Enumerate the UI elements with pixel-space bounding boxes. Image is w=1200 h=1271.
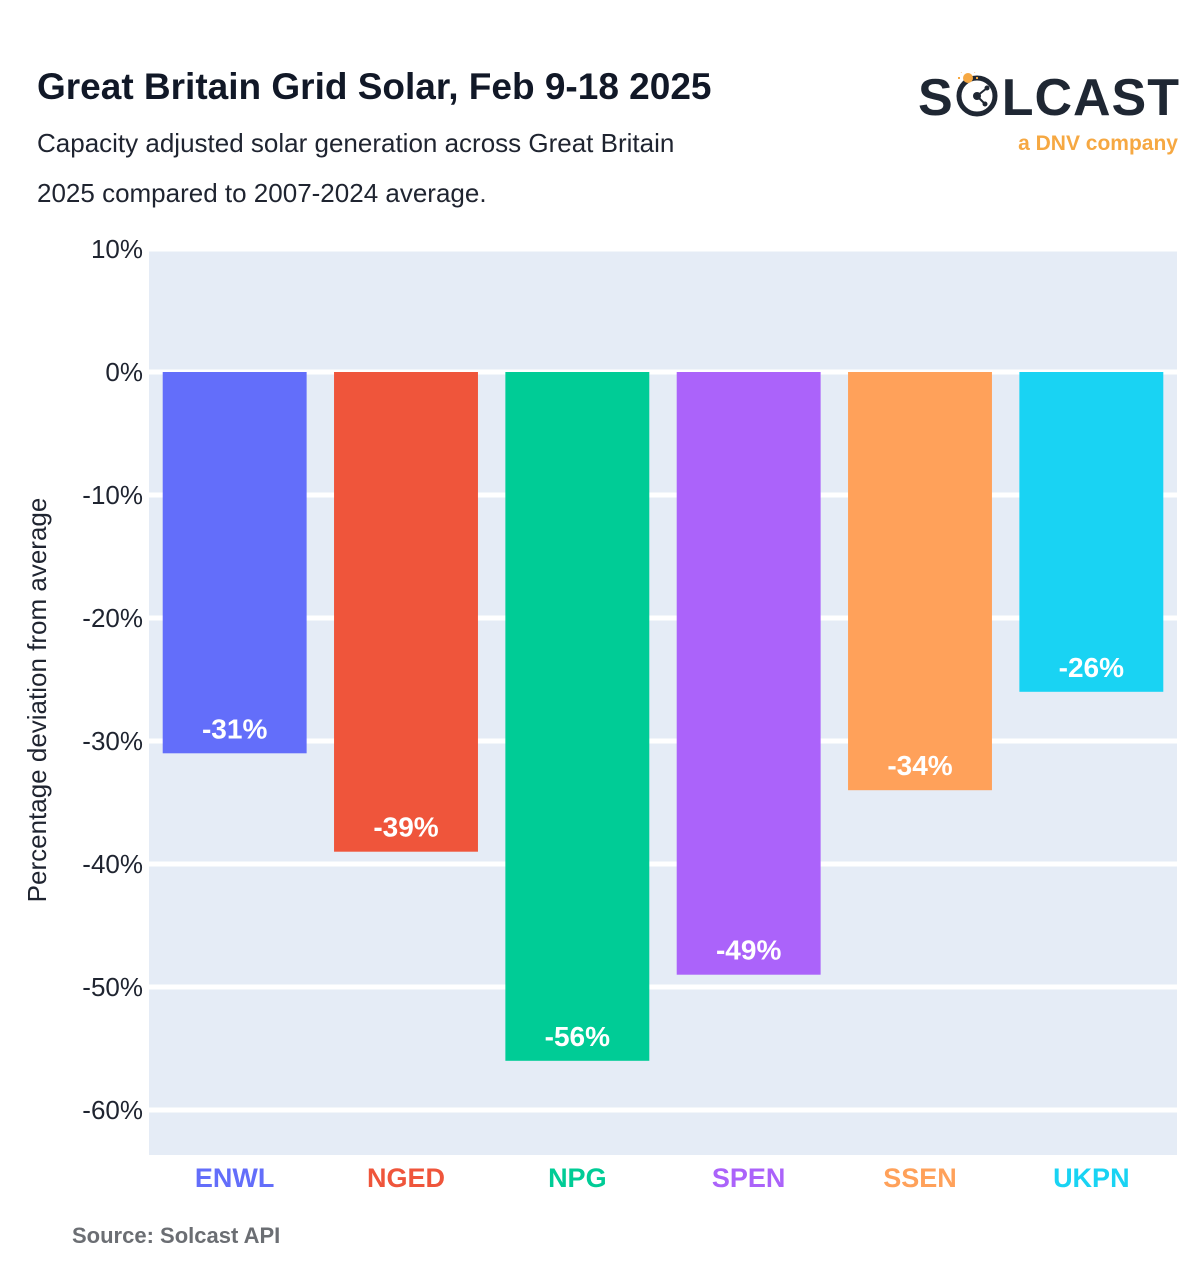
x-tick-label: NPG [548,1163,607,1193]
sun-network-icon [956,72,998,117]
data-label: -39% [373,812,438,843]
x-tick-label: SPEN [712,1163,786,1193]
y-tick-label: -10% [82,480,143,510]
bar-ukpn [1019,372,1164,692]
chart-subtitle-line-2: 2025 compared to 2007-2024 average. [37,178,487,208]
source-note: Source: Solcast API [72,1223,281,1248]
y-tick-label: -50% [82,972,143,1002]
y-tick-label: 10% [91,234,143,264]
bar-ssen [848,372,992,791]
bar-nged [334,372,478,852]
logo-wordmark: S LCAST [918,69,1181,127]
y-tick-label: -30% [82,726,143,756]
chart-subtitle-line-1: Capacity adjusted solar generation acros… [37,128,675,158]
y-tick-label: -60% [82,1095,143,1125]
y-axis-label: Percentage deviation from average [22,498,52,903]
y-tick-label: 0% [105,357,143,387]
chart-title: Great Britain Grid Solar, Feb 9-18 2025 [37,66,712,107]
x-tick-label: SSEN [883,1163,957,1193]
bar-enwl [162,372,307,754]
bar-spen [676,372,821,975]
x-tick-label: NGED [367,1163,445,1193]
y-tick-label: -40% [82,849,143,879]
x-tick-label: ENWL [195,1163,274,1193]
data-label: -31% [202,713,267,744]
data-label: -26% [1059,652,1124,683]
data-label: -49% [716,935,781,966]
x-tick-label: UKPN [1053,1163,1130,1193]
logo-tagline: a DNV company [1018,132,1178,155]
data-label: -56% [545,1021,610,1052]
y-tick-label: -20% [82,603,143,633]
plot-area [149,248,1177,1155]
data-label: -34% [887,750,952,781]
solcast-logo: S LCAST a DNV company [918,50,1180,160]
bar-npg [505,372,650,1061]
